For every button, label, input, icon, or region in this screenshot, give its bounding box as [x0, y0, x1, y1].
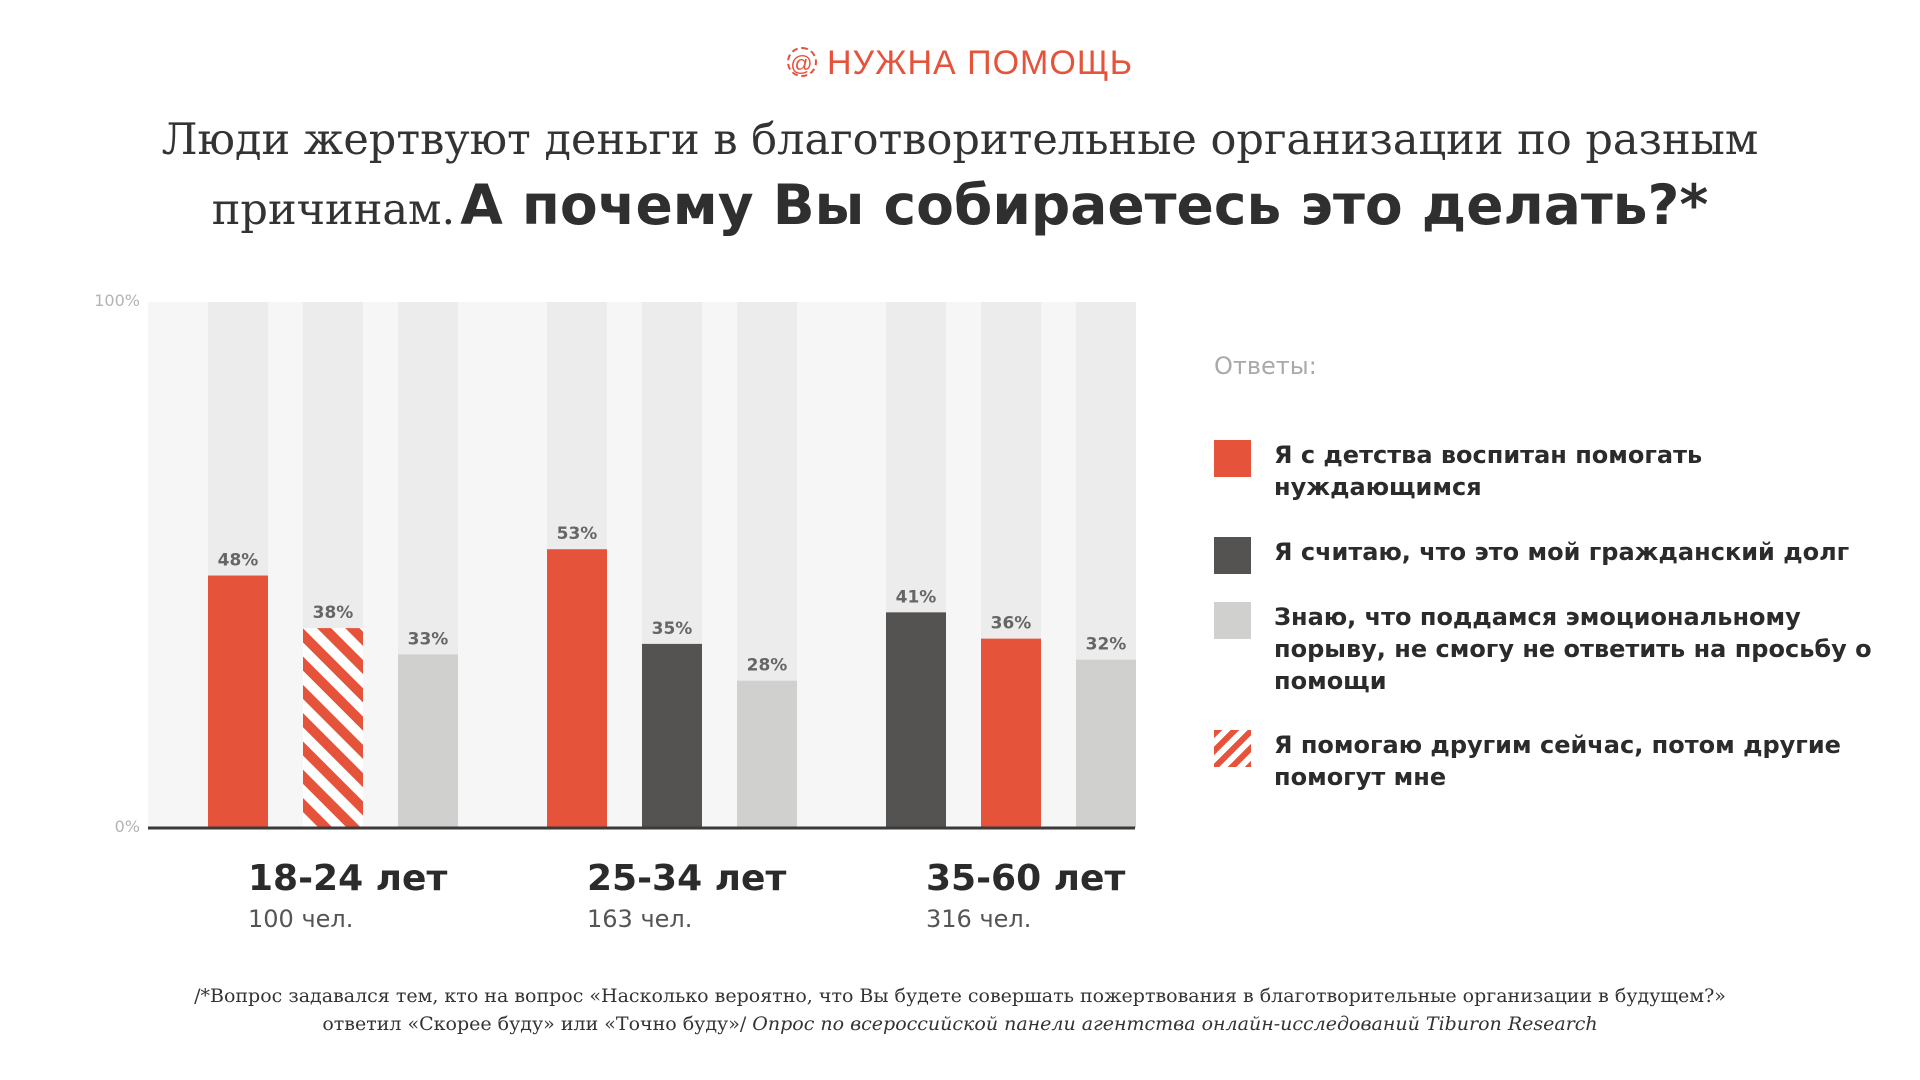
bar: [1076, 659, 1136, 828]
bar-value-label: 32%: [1086, 635, 1127, 655]
bar: [737, 680, 797, 828]
legend-label: Я помогаю другим сейчас, потом другие по…: [1274, 731, 1841, 792]
bar: [886, 612, 946, 828]
bar-value-label: 33%: [408, 629, 449, 649]
footnote-line-2: ответил «Скорее буду» или «Точно буду»/ …: [40, 1011, 1880, 1039]
legend-swatch: [1214, 536, 1251, 574]
legend-heading: Ответы:: [1214, 352, 1317, 380]
title-emphasis: А почему Вы собираетесь это делать?*: [460, 172, 1709, 237]
bar: [547, 549, 607, 828]
bar-value-label: 28%: [747, 656, 788, 676]
legend-label: Знаю, что поддамся эмоциональному порыву…: [1274, 602, 1872, 695]
bar: [303, 628, 363, 828]
legend-label: Я с детства воспитан помогать нуждающимс…: [1274, 441, 1703, 501]
bar: [398, 654, 458, 828]
legend-item: Я с детства воспитан помогать нуждающимс…: [1214, 440, 1874, 504]
y-tick-label: 0%: [115, 817, 140, 836]
category-sample: 163 чел.: [587, 905, 692, 933]
title-regular: Люди жертвуют деньги в благотворительные…: [161, 115, 1759, 235]
legend-swatch: [1214, 601, 1251, 639]
footnote: /*Вопрос задавался тем, кто на вопрос «Н…: [40, 983, 1880, 1038]
bar: [208, 575, 268, 828]
category-sample: 316 чел.: [926, 905, 1031, 933]
logo-text: НУЖНА ПОМОЩЬ: [826, 44, 1134, 82]
legend-swatch: [1214, 730, 1251, 768]
legend-item: Знаю, что поддамся эмоциональному порыву…: [1214, 601, 1874, 698]
bar-value-label: 53%: [557, 524, 598, 544]
bar-value-label: 35%: [652, 619, 693, 639]
footnote-line-1: /*Вопрос задавался тем, кто на вопрос «Н…: [194, 985, 1726, 1007]
brand-logo: @ НУЖНА ПОМОЩЬ: [0, 44, 1920, 83]
page-title: Люди жертвуют деньги в благотворительные…: [40, 112, 1880, 241]
legend-label: Я считаю, что это мой гражданский долг: [1274, 537, 1850, 566]
legend-item: Я помогаю другим сейчас, потом другие по…: [1214, 730, 1874, 794]
legend-swatch: [1214, 440, 1251, 477]
category-sample: 100 чел.: [248, 905, 353, 933]
bar: [642, 643, 702, 828]
bar-value-label: 41%: [896, 587, 937, 607]
bar-value-label: 48%: [218, 551, 259, 571]
footnote-text: ответил «Скорее буду» или «Точно буду»/: [322, 1012, 747, 1035]
bar-value-label: 38%: [313, 603, 354, 623]
category-label: 18-24 лет: [248, 858, 447, 899]
category-label: 25-34 лет: [587, 858, 786, 899]
category-label: 35-60 лет: [926, 858, 1125, 899]
logo-at-icon: @: [786, 47, 817, 77]
bar: [981, 638, 1041, 828]
legend: Ответы: Я с детства воспитан помогать ну…: [1214, 352, 1874, 827]
legend-item: Я считаю, что это мой гражданский долг: [1214, 536, 1874, 574]
footnote-source: Опрос по всероссийской панели агентства …: [752, 1012, 1598, 1035]
bar-value-label: 36%: [991, 614, 1032, 634]
y-tick-label: 100%: [94, 291, 140, 310]
